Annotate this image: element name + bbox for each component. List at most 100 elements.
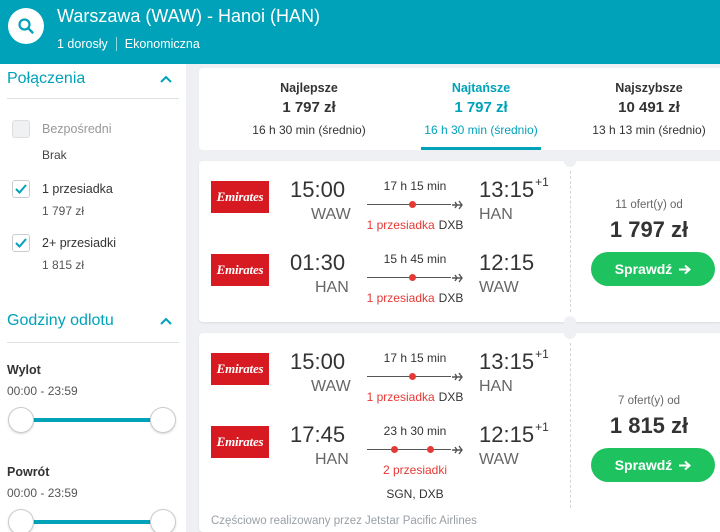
tab-cheapest[interactable]: Najtańsze 1 797 zł 16 h 30 min (średnio) (391, 68, 571, 150)
stop-dot (409, 274, 416, 281)
chevron-up-icon[interactable] (159, 74, 173, 84)
next-day-indicator: +1 (535, 420, 549, 434)
outbound-range: 00:00 - 23:59 (7, 384, 78, 398)
arrow-right-icon (679, 264, 692, 274)
outbound-label: Wylot (7, 363, 41, 377)
departure-airport: HAN (315, 451, 349, 468)
cabin-label: Ekonomiczna (124, 37, 200, 51)
search-button[interactable] (8, 8, 44, 44)
tab-best-label: Najlepsze (280, 81, 338, 95)
plane-icon (452, 445, 463, 455)
arrival-time: 13:15+1 (479, 175, 549, 202)
chevron-up-icon[interactable] (159, 316, 173, 326)
check-icon (15, 238, 27, 248)
stops-count: 1 przesiadka (366, 390, 435, 404)
return-slider-end-handle[interactable] (150, 509, 176, 532)
check-offer-button[interactable]: Sprawdź (591, 448, 715, 482)
tab-cheapest-label: Najtańsze (451, 81, 511, 95)
stops-count: 1 przesiadka (366, 218, 435, 232)
tab-cheapest-duration: 16 h 30 min (średnio) (424, 123, 538, 137)
offers-count: 11 ofert(y) od (615, 199, 683, 211)
arrival-airport: WAW (479, 279, 519, 296)
plane-icon (452, 273, 463, 283)
check-offer-label: Sprawdź (614, 261, 673, 277)
stops-info: 1 przesiadka DXB (355, 390, 475, 404)
departure-time: 15:00 (290, 349, 346, 374)
airline-logo: Emirates (211, 426, 269, 458)
offers-count: 7 ofert(y) od (618, 395, 680, 407)
next-day-indicator: +1 (535, 347, 549, 361)
top-bar: Warszawa (WAW) - Hanoi (HAN) 1 dorosły E… (0, 0, 720, 64)
tab-fastest-duration: 13 h 13 min (średnio) (592, 123, 706, 137)
filters-sidebar: Połączenia Bezpośredni Brak 1 przesiadka… (0, 64, 186, 532)
card-notch (564, 327, 576, 339)
outbound-slider-end-handle[interactable] (150, 407, 176, 433)
next-day-indicator: +1 (535, 175, 549, 189)
departure-times-title[interactable]: Godziny odlotu (7, 312, 114, 329)
check-offer-button[interactable]: Sprawdź (591, 252, 715, 286)
route-line (367, 272, 463, 284)
arrow-right-icon (679, 460, 692, 470)
arrival-time: 12:15+1 (479, 420, 549, 447)
route-title[interactable]: Warszawa (WAW) - Hanoi (HAN) (57, 6, 321, 26)
departure-airport: WAW (311, 378, 351, 395)
arrival-time: 13:15+1 (479, 347, 549, 374)
flight-duration: 23 h 30 min (383, 424, 447, 438)
airline-name: Emirates (216, 262, 264, 277)
plane-icon (452, 372, 463, 382)
two-plus-stops-checkbox[interactable] (12, 234, 30, 252)
price: 1 815 zł (609, 413, 689, 438)
departure-time: 01:30 (290, 250, 346, 275)
summary-divider (115, 37, 117, 51)
stop-airports: SGN, DXB (386, 487, 444, 501)
airline-name: Emirates (216, 434, 264, 449)
check-icon (15, 184, 27, 194)
search-icon (18, 18, 34, 34)
departure-time: 15:00 (290, 177, 346, 202)
departure-time: 17:45 (290, 422, 346, 447)
departure-airport: WAW (311, 206, 351, 223)
card-divider (570, 171, 571, 312)
arrival-airport: HAN (479, 206, 513, 223)
stop-dot (391, 446, 398, 453)
flight-duration: 17 h 15 min (383, 351, 447, 365)
section-divider (7, 342, 179, 343)
two-plus-stops-price: 1 815 zł (42, 258, 85, 272)
price: 1 797 zł (609, 217, 689, 242)
stops-info: 1 przesiadka DXB (355, 291, 475, 305)
tab-best[interactable]: Najlepsze 1 797 zł 16 h 30 min (średnio) (219, 68, 399, 150)
airline-logo: Emirates (211, 353, 269, 385)
return-range: 00:00 - 23:59 (7, 486, 78, 500)
card-notch (564, 316, 576, 328)
two-plus-stops-label: 2+ przesiadki (42, 236, 116, 250)
tab-fastest-label: Najszybsze (615, 81, 683, 95)
connections-title[interactable]: Połączenia (7, 70, 86, 87)
passengers-label: 1 dorosły (57, 37, 108, 51)
outbound-slider-start-handle[interactable] (8, 407, 34, 433)
route-line (367, 444, 463, 456)
return-slider-start-handle[interactable] (8, 509, 34, 532)
tab-best-duration: 16 h 30 min (średnio) (252, 123, 366, 137)
one-stop-price: 1 797 zł (42, 204, 85, 218)
route-line (367, 199, 463, 211)
direct-checkbox[interactable] (12, 120, 30, 138)
return-label: Powrót (7, 465, 50, 479)
direct-price: Brak (42, 148, 67, 162)
result-card[interactable]: Emirates 15:00 WAW 17 h 15 min 1 przesia… (199, 327, 720, 532)
flight-duration: 15 h 45 min (383, 252, 447, 266)
tab-best-price: 1 797 zł (282, 99, 336, 116)
stop-airport: DXB (438, 291, 464, 305)
search-summary[interactable]: 1 dorosły Ekonomiczna (57, 37, 200, 51)
operated-by-note: Częściowo realizowany przez Jetstar Paci… (211, 515, 477, 527)
return-slider-track[interactable] (20, 520, 164, 524)
departure-airport: HAN (315, 279, 349, 296)
outbound-slider-track[interactable] (20, 418, 164, 422)
stop-airport: DXB (438, 218, 464, 232)
tab-fastest[interactable]: Najszybsze 10 491 zł 13 h 13 min (średni… (561, 68, 720, 150)
stop-dot (409, 373, 416, 380)
arrival-airport: WAW (479, 451, 519, 468)
one-stop-checkbox[interactable] (12, 180, 30, 198)
stops-count: 2 przesiadki (382, 463, 448, 477)
result-card[interactable]: Emirates 15:00 WAW 17 h 15 min 1 przesia… (199, 155, 720, 328)
card-divider (570, 343, 571, 508)
